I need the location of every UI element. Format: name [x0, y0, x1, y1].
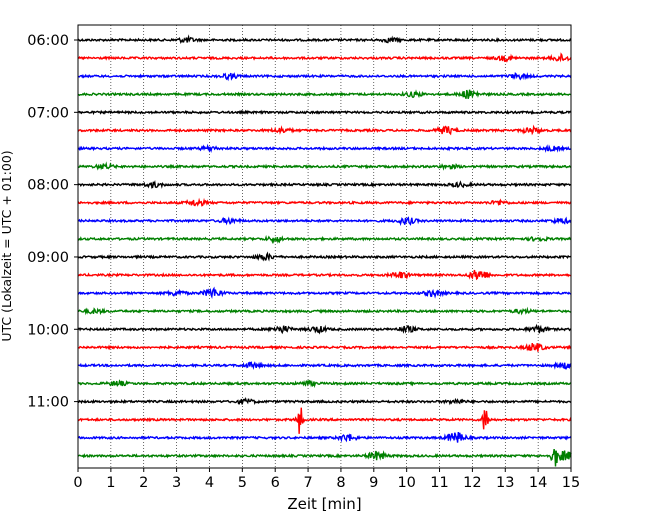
x-tick-label: 2 — [139, 475, 148, 491]
trace-row — [77, 124, 572, 136]
x-tick-label: 12 — [463, 475, 481, 491]
trace-row — [77, 269, 572, 281]
trace-row — [78, 306, 572, 316]
trace-row — [77, 180, 572, 189]
trace-row — [77, 143, 572, 153]
x-tick-label: 1 — [106, 475, 115, 491]
x-tick-label: 9 — [369, 475, 378, 491]
x-tick-label: 7 — [303, 475, 312, 491]
trace-row — [77, 89, 572, 100]
y-tick-label: 06:00 — [27, 33, 69, 49]
trace-row — [77, 109, 572, 116]
trace-row — [77, 379, 572, 389]
trace-row — [77, 286, 572, 300]
y-axis: 06:00 07:00 08:00 09:00 10:00 11:00 — [27, 33, 78, 411]
y-axis-label: UTC (Lokalzeit = UTC + 01:00) — [0, 150, 14, 341]
x-tick-label: 14 — [529, 475, 547, 491]
trace-row — [77, 448, 572, 467]
trace-row — [77, 34, 572, 44]
x-tick-label: 6 — [271, 475, 280, 491]
x-tick-label: 8 — [336, 475, 345, 491]
x-tick-label: 13 — [496, 475, 514, 491]
x-tick-label: 10 — [397, 475, 415, 491]
seismogram-traces — [77, 34, 572, 467]
trace-row — [77, 52, 572, 63]
trace-row — [77, 396, 572, 406]
y-tick-label: 09:00 — [27, 250, 69, 266]
y-tick-label: 10:00 — [27, 322, 69, 338]
trace-row — [77, 431, 572, 443]
trace-row — [77, 251, 572, 262]
trace-row — [77, 216, 572, 227]
trace-row — [77, 234, 572, 245]
trace-row — [77, 407, 572, 434]
trace-row — [77, 342, 572, 352]
trace-row — [77, 72, 572, 82]
x-tick-label: 15 — [562, 475, 580, 491]
y-tick-label: 08:00 — [27, 178, 69, 194]
x-tick-label: 11 — [430, 475, 448, 491]
plot-frame — [77, 24, 572, 469]
vertical-grid — [110, 25, 539, 468]
x-tick-label: 4 — [205, 475, 214, 491]
y-tick-label: 11:00 — [27, 395, 69, 411]
x-tick-label: 5 — [238, 475, 247, 491]
x-tick-label: 0 — [73, 475, 82, 491]
y-tick-label: 07:00 — [27, 105, 69, 121]
x-tick-label: 3 — [172, 475, 181, 491]
trace-row — [77, 361, 572, 370]
x-axis-label: Zeit [min] — [287, 495, 361, 513]
trace-row — [77, 197, 572, 207]
x-axis: 0 1 2 3 4 5 6 7 8 9 10 11 12 13 14 15 — [73, 468, 580, 491]
trace-row — [77, 161, 572, 171]
trace-row — [77, 323, 572, 335]
